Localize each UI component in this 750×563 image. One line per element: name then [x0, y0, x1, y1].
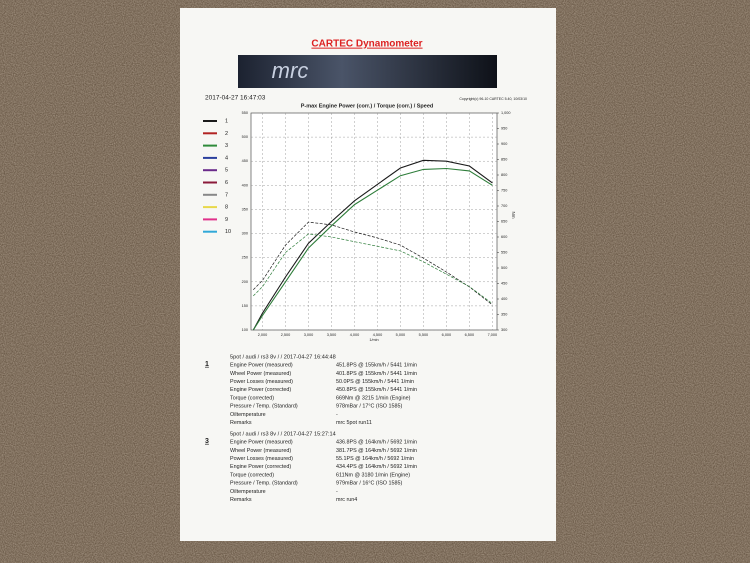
x-axis-label: 1/min	[369, 338, 378, 342]
result-value: 450.8PS @ 155km/h / 5441 1/min	[336, 387, 417, 393]
y2-tick-label: 900	[501, 142, 507, 146]
x-tick-label: 2,500	[281, 333, 291, 337]
y-tick-label: 350	[242, 207, 248, 211]
result-number: 3	[205, 438, 209, 445]
x-tick-label: 6,000	[442, 333, 452, 337]
result-value: 381.7PS @ 164km/h / 5692 1/min	[336, 448, 417, 454]
x-tick-label: 7,000	[488, 333, 498, 337]
result-label: Remarks	[230, 420, 252, 426]
legend-label: 4	[225, 155, 228, 161]
result-label: Engine Power (measured)	[230, 363, 293, 369]
result-label: Oiltemperature	[230, 412, 266, 418]
y-tick-label: 500	[242, 135, 248, 139]
y2-tick-label: 450	[501, 282, 507, 286]
result-label: Torque (corrected)	[230, 395, 274, 401]
result-label: Engine Power (corrected)	[230, 464, 291, 470]
result-number: 1	[205, 361, 209, 368]
result-header: 5pot / audi / rs3 8v / / 2017-04-27 16:4…	[230, 354, 336, 360]
result-value: mrc run4	[336, 497, 357, 503]
result-label: Torque (corrected)	[230, 472, 274, 478]
result-value: 55.1PS @ 164km/h / 5692 1/min	[336, 456, 414, 462]
result-label: Power Losses (measured)	[230, 379, 293, 385]
y2-tick-label: 300	[501, 328, 507, 332]
result-value: 978mBar / 17°C (ISO 1585)	[336, 404, 402, 410]
y2-tick-label: 850	[501, 158, 507, 162]
result-value: -	[336, 412, 338, 418]
logo: mrc	[272, 58, 309, 83]
legend-label: 7	[225, 192, 228, 198]
legend-label: 6	[225, 180, 228, 186]
power-line	[252, 159, 493, 331]
y2-tick-label: 500	[501, 266, 507, 270]
y-tick-label: 400	[242, 183, 248, 187]
result-label: Engine Power (measured)	[230, 440, 293, 446]
y2-tick-label: 950	[501, 127, 507, 131]
result-label: Remarks	[230, 497, 252, 503]
y-tick-label: 450	[242, 159, 248, 163]
document: CARTEC Dynamometer mrc 2017-04-27 16:47:…	[203, 39, 527, 503]
result-label: Oiltemperature	[230, 489, 266, 495]
legend-label: 3	[225, 143, 228, 149]
plot-area	[250, 112, 498, 331]
y2-axis-label: Nm	[511, 212, 516, 219]
result-label: Pressure / Temp. (Standard)	[230, 481, 298, 487]
y2-tick-label: 550	[501, 251, 507, 255]
timestamp: 2017-04-27 16:47:03	[205, 95, 266, 102]
y2-tick-label: 400	[501, 297, 507, 301]
torque-line	[253, 221, 493, 306]
result-value: mrc 5pot run11	[336, 420, 372, 426]
y2-tick-label: 600	[501, 235, 507, 239]
chart-title: P-max Engine Power (corr.) / Torque (cor…	[301, 103, 434, 109]
x-tick-label: 3,500	[327, 333, 337, 337]
torque-line	[253, 233, 493, 304]
result-value: 50.0PS @ 155km/h / 5441 1/min	[336, 379, 414, 385]
x-tick-label: 6,500	[465, 333, 475, 337]
result-value: -	[336, 489, 338, 495]
result-value: 669Nm @ 3215 1/min (Engine)	[336, 395, 411, 401]
legend-label: 10	[225, 229, 231, 235]
y2-tick-label: 800	[501, 173, 507, 177]
x-tick-label: 5,000	[396, 333, 406, 337]
result-label: Power Losses (measured)	[230, 456, 293, 462]
y-tick-label: 150	[242, 304, 248, 308]
copyright: Copyright(c) 96-10 CARTEC 5.40, 10/03/10	[459, 97, 527, 101]
doc-title: CARTEC Dynamometer	[311, 39, 422, 50]
y2-tick-label: 650	[501, 220, 507, 224]
result-label: Pressure / Temp. (Standard)	[230, 404, 298, 410]
logo-banner	[238, 55, 497, 88]
result-value: 451.8PS @ 155km/h / 5441 1/min	[336, 363, 417, 369]
x-tick-label: 4,500	[373, 333, 383, 337]
result-value: 434.4PS @ 164km/h / 5692 1/min	[336, 464, 417, 470]
legend-label: 9	[225, 217, 228, 223]
result-header: 5pot / audi / rs3 8v / / 2017-04-27 15:2…	[230, 431, 336, 437]
legend-label: 2	[225, 131, 228, 137]
y-tick-label: 100	[242, 328, 248, 332]
result-label: Wheel Power (measured)	[230, 371, 291, 377]
result-label: Wheel Power (measured)	[230, 448, 291, 454]
legend-label: 1	[225, 118, 228, 124]
y2-tick-label: 1,000	[501, 111, 511, 115]
result-value: 436.8PS @ 164km/h / 5692 1/min	[336, 440, 417, 446]
x-tick-label: 2,000	[258, 333, 268, 337]
power-line	[252, 167, 493, 331]
legend-label: 8	[225, 205, 228, 211]
result-value: 401.8PS @ 155km/h / 5441 1/min	[336, 371, 417, 377]
y-tick-label: 300	[242, 232, 248, 236]
y-tick-label: 250	[242, 256, 248, 260]
y-tick-label: 550	[242, 111, 248, 115]
result-value: 979mBar / 16°C (ISO 1585)	[336, 481, 402, 487]
result-value: 611Nm @ 3180 1/min (Engine)	[336, 472, 410, 478]
x-tick-label: 5,500	[419, 333, 429, 337]
result-label: Engine Power (corrected)	[230, 387, 291, 393]
y2-tick-label: 700	[501, 204, 507, 208]
x-tick-label: 4,000	[350, 333, 360, 337]
y2-tick-label: 750	[501, 189, 507, 193]
legend-label: 5	[225, 168, 228, 174]
y2-tick-label: 350	[501, 313, 507, 317]
y-tick-label: 200	[242, 280, 248, 284]
x-tick-label: 3,000	[304, 333, 314, 337]
